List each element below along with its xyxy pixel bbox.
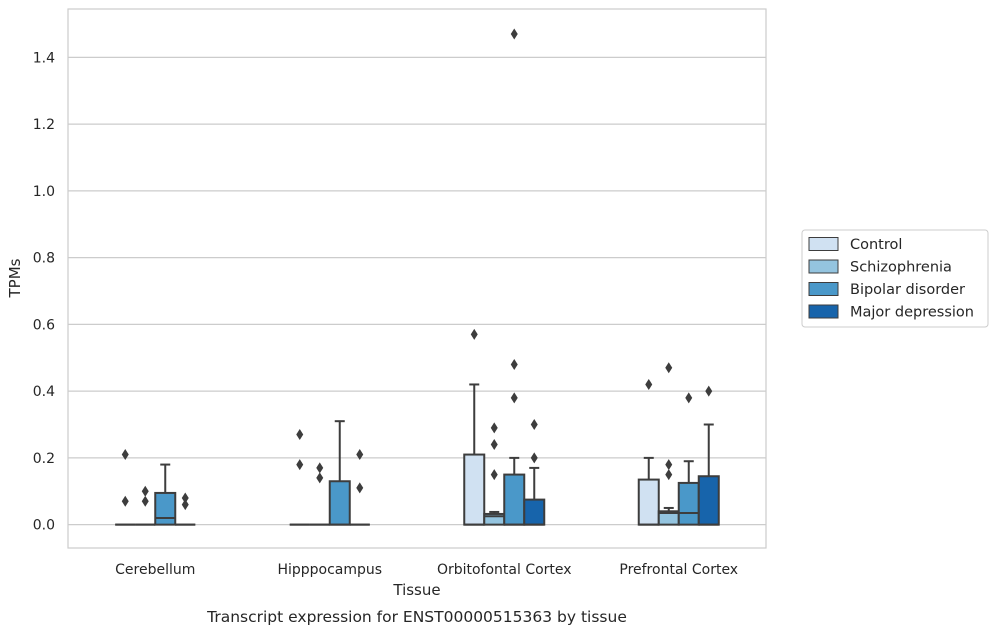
outlier-point [510,392,518,404]
legend-item-major-depression: Major depression [808,304,974,321]
outlier-point [121,449,129,461]
outlier-point [665,469,673,481]
outlier-point [356,449,364,461]
legend-swatch [808,259,839,274]
box-body [503,473,526,526]
x-tick-label-hipppocampus: Hipppocampus [277,562,382,578]
box-bipolar-disorder-cerebellum [154,463,177,526]
boxes-layer [115,28,720,526]
outlier-point [510,358,518,370]
outlier-point [296,459,304,471]
outlier-point [141,495,149,507]
legend-swatch [808,282,839,296]
box-body [697,475,720,526]
box-schizophrenia-hipppocampus [309,462,330,526]
box-major-depression-orbitofontal-cortex [523,419,546,526]
box-body [154,491,177,526]
legend-frame [801,229,989,328]
x-tick-label-prefrontal-cortex: Prefrontal Cortex [619,562,738,578]
y-tick-label: 0.4 [33,384,55,400]
box-control-prefrontal-cortex [637,378,660,526]
y-tick-label: 0.2 [33,451,55,467]
y-axis-title: TPMs [6,258,24,298]
outlier-point [316,462,324,474]
x-axis-title: Tissue [392,581,440,599]
box-major-depression-cerebellum [175,492,196,526]
outlier-point [530,419,538,431]
box-body [328,480,351,526]
y-tick-label: 0.0 [33,518,55,534]
outlier-point [490,439,498,451]
outlier-point [705,385,713,397]
x-tick-labels: Cerebellum Hipppocampus Orbitofontal Corte… [115,562,738,578]
legend-item-control: Control [808,237,902,253]
legend-item-schizophrenia: Schizophrenia [808,259,952,276]
box-control-hipppocampus [289,429,310,526]
outlier-point [665,459,673,471]
outlier-point [316,472,324,484]
outlier-point [356,482,364,494]
legend-swatch [808,304,839,319]
box-control-orbitofontal-cortex [463,328,486,526]
box-major-depression-hipppocampus [349,449,370,526]
legend-label: Bipolar disorder [850,282,965,298]
box-schizophrenia-prefrontal-cortex [657,362,680,526]
outlier-point [645,378,653,390]
box-body [523,498,546,526]
y-tick-label: 1.4 [33,50,55,66]
outlier-point [490,422,498,434]
legend-label: Schizophrenia [850,260,952,276]
box-body [463,453,486,526]
outlier-point [470,328,478,340]
outlier-point [490,469,498,481]
legend-label: Major depression [850,305,974,321]
plot-area-frame [67,8,767,549]
legend-label: Control [850,237,902,253]
outlier-point [685,392,693,404]
x-tick-label-orbitofontal-cortex: Orbitofontal Cortex [437,562,572,578]
box-bipolar-disorder-orbitofontal-cortex [503,28,526,526]
outlier-point [296,429,304,441]
box-body [677,481,700,526]
legend: Control Schizophrenia Bipolar disorder Majo… [801,229,989,328]
x-tick-label-cerebellum: Cerebellum [115,562,195,578]
outlier-point [121,495,129,507]
box-bipolar-disorder-hipppocampus [328,420,351,526]
box-schizophrenia-orbitofontal-cortex [483,422,506,526]
y-tick-label: 1.0 [33,184,55,200]
box-control-cerebellum [115,449,136,526]
outlier-point [530,452,538,464]
box-body [637,478,660,526]
gridlines [68,56,766,526]
box-schizophrenia-cerebellum [135,485,156,526]
y-tick-label: 0.8 [33,251,55,267]
legend-swatch [808,237,839,251]
outlier-point [181,492,189,504]
outlier-point [181,499,189,511]
y-tick-labels: 0.0 0.2 0.4 0.6 0.8 1.0 1.2 1.4 [33,50,55,533]
outlier-point [510,28,518,40]
y-tick-label: 0.6 [33,317,55,333]
outlier-point [141,485,149,497]
outlier-point [665,362,673,374]
figure-caption: Transcript expression for ENST0000051536… [206,608,627,626]
y-tick-label: 1.2 [33,117,55,133]
legend-item-bipolar-disorder: Bipolar disorder [808,282,965,298]
box-major-depression-prefrontal-cortex [697,385,720,526]
